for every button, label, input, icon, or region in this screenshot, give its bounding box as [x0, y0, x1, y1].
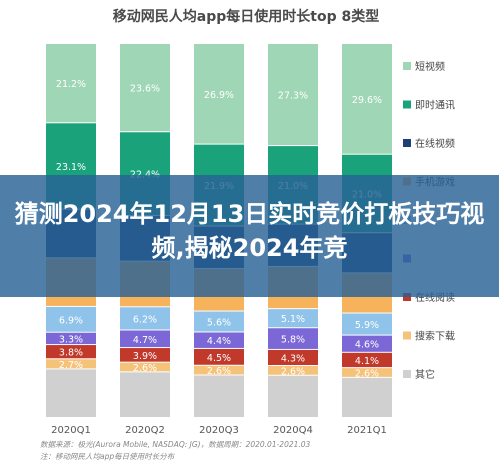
data-label-2020Q1-8: 21.2% — [56, 79, 86, 90]
data-label-2020Q3-1: 2.6% — [207, 366, 231, 377]
bar-segment-2021Q1-0 — [342, 377, 392, 417]
data-label-2020Q3-4: 5.6% — [207, 318, 231, 329]
data-label-2020Q3-8: 26.9% — [204, 90, 234, 101]
bar-segment-2021Q1-3 — [342, 335, 392, 352]
bar-segment-2020Q3-3 — [194, 332, 244, 348]
bar-segment-2020Q2-3 — [120, 330, 170, 348]
data-label-2020Q2-4: 6.2% — [133, 314, 157, 325]
bar-segment-2020Q4-4 — [268, 309, 318, 328]
data-label-2020Q4-8: 27.3% — [278, 91, 308, 102]
x-tick-2020Q2: 2020Q2 — [125, 425, 165, 436]
bar-segment-2020Q2-2 — [120, 348, 170, 362]
data-label-2021Q1-4: 5.9% — [355, 320, 379, 331]
bar-segment-2020Q1-0 — [46, 369, 96, 417]
bar-segment-2020Q2-8 — [120, 44, 170, 132]
data-label-2020Q2-3: 4.7% — [133, 335, 157, 346]
banner-headline[interactable]: 猜测2024年12月13日实时竞价打板技巧视频,揭秘2024年竞 — [14, 200, 485, 262]
legend-swatch-7 — [403, 331, 411, 340]
data-label-2020Q2-2: 3.9% — [133, 351, 157, 362]
bar-segment-2020Q1-1 — [46, 359, 96, 369]
data-label-2020Q1-3: 3.3% — [59, 334, 83, 345]
bar-segment-2020Q1-3 — [46, 332, 96, 345]
bar-segment-2020Q3-2 — [194, 348, 244, 365]
x-tick-2021Q1: 2021Q1 — [347, 425, 387, 436]
legend-swatch-8 — [403, 370, 411, 378]
data-label-2020Q4-1: 2.6% — [281, 366, 305, 377]
overlay-banner[interactable]: 猜测2024年12月13日实时竞价打板技巧视频,揭秘2024年竞 — [0, 175, 499, 297]
bar-segment-2021Q1-1 — [342, 368, 392, 377]
data-label-2020Q3-3: 4.4% — [207, 336, 231, 347]
x-tick-2020Q4: 2020Q4 — [273, 425, 313, 436]
bar-segment-2021Q1-4 — [342, 313, 392, 335]
footnote: 注：移动网民人均app每日使用时长分布 — [40, 452, 176, 461]
data-label-2020Q1-4: 6.9% — [59, 315, 83, 326]
chart-title: 移动网民人均app每日使用时长top 8类型 — [113, 8, 379, 25]
bar-segment-2020Q3-4 — [194, 311, 244, 332]
bar-segment-2020Q4-0 — [268, 375, 318, 417]
legend-swatch-0 — [403, 62, 411, 70]
legend-label-2: 在线视频 — [415, 137, 455, 150]
data-label-2020Q4-3: 5.8% — [281, 335, 305, 346]
data-label-2021Q1-3: 4.6% — [355, 340, 379, 351]
data-label-2020Q4-2: 4.3% — [281, 353, 305, 364]
bar-segment-2020Q4-3 — [268, 328, 318, 349]
data-label-2021Q1-8: 29.6% — [352, 95, 382, 106]
bar-segment-2020Q4-1 — [268, 366, 318, 375]
data-label-2020Q2-8: 23.6% — [130, 84, 160, 95]
bar-segment-2020Q3-0 — [194, 375, 244, 417]
bar-segment-2021Q1-2 — [342, 352, 392, 368]
data-label-2020Q4-4: 5.1% — [281, 314, 305, 325]
data-label-2021Q1-2: 4.1% — [355, 356, 379, 367]
data-label-2021Q1-1: 2.6% — [355, 368, 379, 379]
bar-segment-2020Q4-2 — [268, 349, 318, 366]
bar-segment-2020Q2-4 — [120, 307, 170, 330]
bar-segment-2020Q1-8 — [46, 44, 96, 123]
bar-segment-2020Q2-0 — [120, 372, 170, 417]
data-label-2020Q1-1: 2.7% — [59, 360, 83, 371]
legend-swatch-2 — [403, 139, 411, 147]
x-tick-2020Q1: 2020Q1 — [51, 425, 91, 436]
x-tick-2020Q3: 2020Q3 — [199, 425, 239, 436]
legend-label-0: 短视频 — [415, 60, 445, 73]
bar-segment-2020Q4-8 — [268, 44, 318, 146]
legend-label-1: 即时通讯 — [415, 100, 455, 112]
data-label-2020Q3-2: 4.5% — [207, 353, 231, 364]
data-label-2020Q1-2: 3.8% — [59, 348, 83, 359]
legend-swatch-1 — [403, 100, 411, 109]
data-label-2020Q2-1: 2.6% — [133, 363, 157, 374]
legend-swatch-6 — [403, 293, 411, 301]
legend-label-7: 搜索下载 — [415, 330, 455, 343]
bar-segment-2021Q1-8 — [342, 44, 392, 154]
bar-segment-2020Q3-1 — [194, 365, 244, 375]
x-axis-ticks: 2020Q1 2020Q2 2020Q3 2020Q4 2021Q1 — [51, 425, 387, 436]
data-label-2020Q1-7: 23.1% — [56, 162, 86, 173]
source-note: 数据来源：极光(Aurora Mobile, NASDAQ: JG)，数据周期：… — [40, 440, 311, 449]
legend-label-8: 其它 — [415, 368, 435, 381]
bar-segment-2020Q2-1 — [120, 362, 170, 372]
bar-segment-2020Q3-8 — [194, 44, 244, 144]
bar-segment-2020Q1-2 — [46, 345, 96, 359]
bar-segment-2020Q1-4 — [46, 306, 96, 332]
